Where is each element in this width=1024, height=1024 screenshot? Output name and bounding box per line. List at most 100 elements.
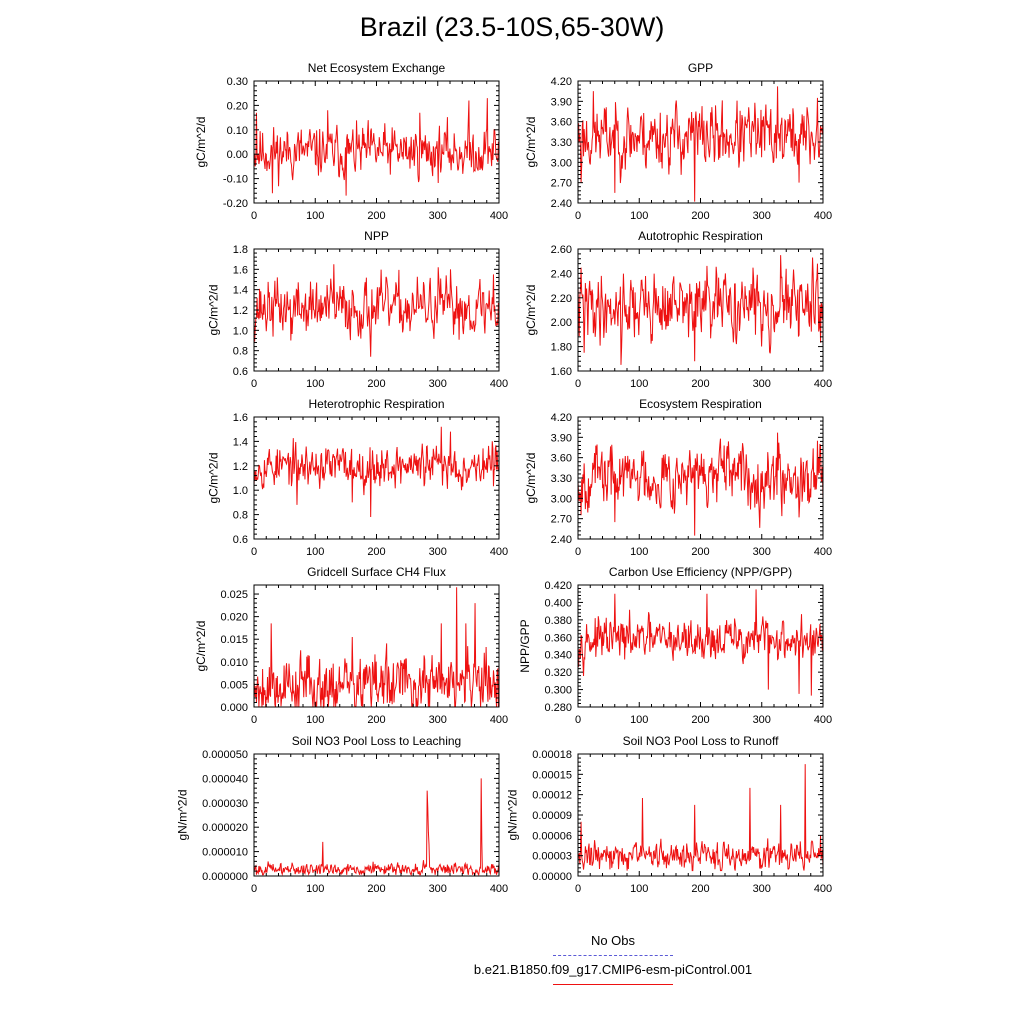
x-tick-label: 100	[630, 883, 648, 895]
x-tick-label: 100	[306, 378, 324, 390]
x-tick-label: 200	[367, 378, 385, 390]
x-tick-label: 100	[630, 210, 648, 222]
x-tick-label: 300	[429, 546, 447, 558]
x-tick-label: 300	[753, 378, 771, 390]
x-tick-label: 200	[367, 883, 385, 895]
x-tick-label: 100	[306, 883, 324, 895]
series-line	[253, 778, 500, 877]
chart-panel-5: 0 100 200 300 400 2.40 2.70 3.00 3.30 3.60 3.90 4.2…	[524, 397, 832, 558]
y-tick-label: 4.20	[551, 412, 572, 424]
y-tick-label: 0.010	[220, 657, 248, 669]
y-tick-label: 0.025	[220, 589, 248, 601]
y-tick-label: 2.40	[551, 198, 572, 210]
y-tick-label: 2.20	[551, 293, 572, 305]
chart-title: NPP	[364, 229, 389, 243]
x-tick-label: 200	[691, 378, 709, 390]
x-tick-label: 0	[251, 714, 257, 726]
chart-title: Soil NO3 Pool Loss to Leaching	[292, 734, 461, 748]
y-axis-label: gN/m^2/d	[506, 790, 520, 841]
y-tick-label: 3.60	[551, 453, 572, 465]
y-tick-label: 0.00006	[532, 830, 572, 842]
chart-panel-2: 0 100 200 300 400 0.6 0.8 1.0 1.2 1.4 1.6 1.8 NPP gC/…	[206, 229, 508, 390]
chart-title: Ecosystem Respiration	[639, 397, 762, 411]
x-tick-label: 200	[367, 210, 385, 222]
x-tick-label: 400	[490, 546, 508, 558]
x-tick-label: 400	[490, 210, 508, 222]
x-tick-label: 0	[251, 210, 257, 222]
y-tick-label: 1.8	[233, 244, 248, 256]
y-tick-label: 0.000050	[202, 749, 248, 761]
x-tick-label: 300	[429, 883, 447, 895]
y-tick-label: 3.90	[551, 96, 572, 108]
x-tick-label: 100	[630, 546, 648, 558]
y-axis-label: gC/m^2/d	[194, 117, 208, 168]
series-line	[253, 264, 500, 357]
x-tick-label: 300	[753, 546, 771, 558]
y-axis-label: gC/m^2/d	[524, 285, 538, 336]
x-tick-label: 0	[575, 210, 581, 222]
y-tick-label: -0.10	[223, 174, 248, 186]
x-tick-label: 400	[814, 714, 832, 726]
y-tick-label: 3.90	[551, 432, 572, 444]
x-tick-label: 300	[429, 210, 447, 222]
series-line	[577, 432, 824, 536]
x-tick-label: 300	[753, 210, 771, 222]
y-axis-label: gC/m^2/d	[524, 117, 538, 168]
y-tick-label: 2.60	[551, 244, 572, 256]
x-tick-label: 200	[367, 714, 385, 726]
y-tick-label: 0.380	[544, 615, 572, 627]
x-tick-label: 0	[251, 883, 257, 895]
y-tick-label: 4.20	[551, 76, 572, 88]
y-tick-label: 0.6	[233, 366, 248, 378]
y-tick-label: 2.40	[551, 268, 572, 280]
y-tick-label: 0.000000	[202, 871, 248, 883]
y-tick-label: 0.000020	[202, 822, 248, 834]
chart-panel-4: 0 100 200 300 400 0.6 0.8 1.0 1.2 1.4 1.6 Heterotro…	[206, 397, 508, 558]
x-tick-label: 400	[814, 378, 832, 390]
x-tick-label: 100	[630, 714, 648, 726]
y-tick-label: 2.70	[551, 514, 572, 526]
y-axis-label: gC/m^2/d	[206, 453, 220, 504]
x-tick-label: 300	[753, 883, 771, 895]
x-tick-label: 400	[490, 883, 508, 895]
x-tick-label: 400	[814, 210, 832, 222]
chart-title: Gridcell Surface CH4 Flux	[307, 565, 446, 579]
series-line	[253, 98, 500, 196]
x-tick-label: 400	[814, 883, 832, 895]
y-tick-label: 0.00012	[532, 790, 572, 802]
y-tick-label: 1.60	[551, 366, 572, 378]
chart-title: Net Ecosystem Exchange	[308, 61, 446, 75]
x-tick-label: 200	[691, 210, 709, 222]
y-tick-label: 1.2	[233, 461, 248, 473]
x-tick-label: 0	[575, 883, 581, 895]
x-tick-label: 200	[691, 546, 709, 558]
y-tick-label: 1.0	[233, 485, 248, 497]
y-tick-label: 0.00015	[532, 769, 572, 781]
x-tick-label: 0	[251, 378, 257, 390]
chart-panel-7: 0 100 200 300 400 0.280 0.300 0.320 0.340 0.360 0.…	[518, 565, 832, 726]
x-tick-label: 0	[251, 546, 257, 558]
x-tick-label: 400	[490, 378, 508, 390]
chart-panel-8: 0 100 200 300 400 0.000000 0.000010 0.000020 0.0…	[175, 734, 508, 895]
y-tick-label: 0.005	[220, 679, 248, 691]
y-tick-label: 3.60	[551, 117, 572, 129]
y-tick-label: 0.000	[220, 702, 248, 714]
y-axis-label: gN/m^2/d	[175, 790, 189, 841]
y-tick-label: 2.40	[551, 534, 572, 546]
plot-frame	[253, 80, 500, 204]
y-axis-label: gC/m^2/d	[524, 453, 538, 504]
chart-panel-6: 0 100 200 300 400 0.000 0.005 0.010 0.015 0.020 0.…	[194, 565, 508, 726]
y-tick-label: 0.320	[544, 667, 572, 679]
x-tick-label: 100	[630, 378, 648, 390]
plot-frame	[253, 753, 500, 877]
y-tick-label: 1.4	[233, 285, 248, 297]
y-tick-label: 1.80	[551, 342, 572, 354]
x-tick-label: 200	[367, 546, 385, 558]
y-tick-label: 3.30	[551, 137, 572, 149]
y-axis-label: gC/m^2/d	[194, 621, 208, 672]
y-tick-label: 0.30	[227, 76, 248, 88]
x-tick-label: 400	[490, 714, 508, 726]
y-axis-label: gC/m^2/d	[206, 285, 220, 336]
y-tick-label: 0.015	[220, 634, 248, 646]
y-tick-label: 0.10	[227, 125, 248, 137]
